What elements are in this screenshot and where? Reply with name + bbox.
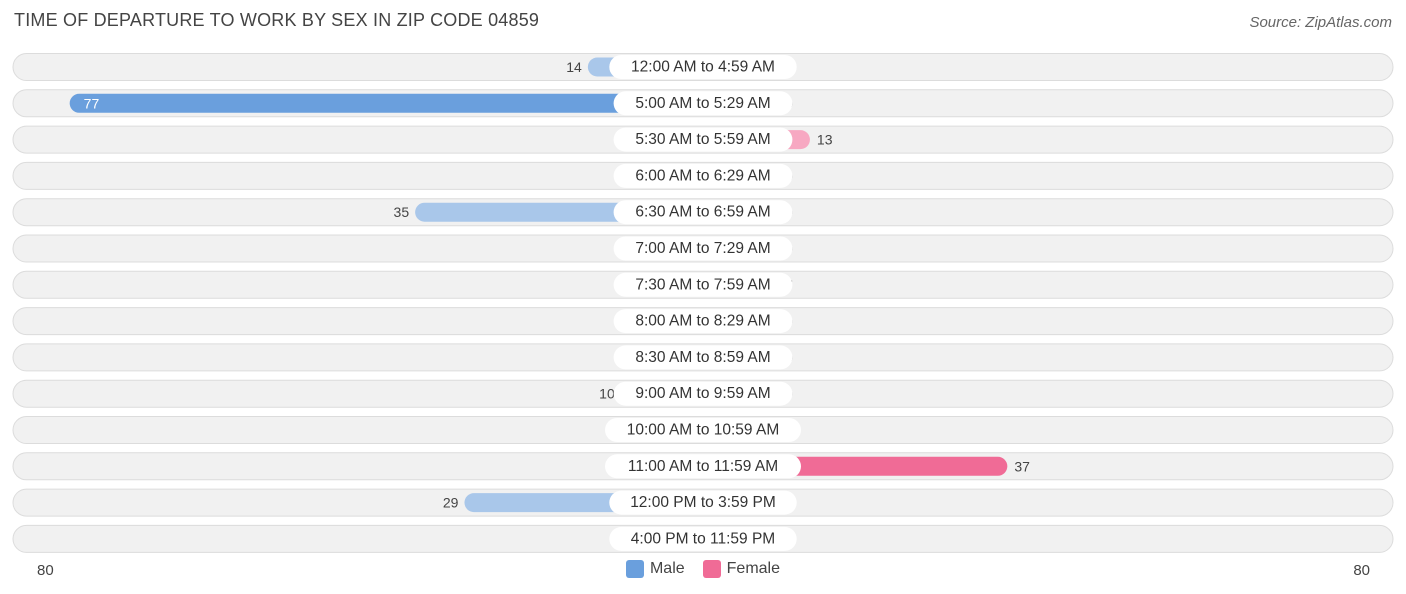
category-label-pill bbox=[613, 345, 793, 370]
chart-title: TIME OF DEPARTURE TO WORK BY SEX IN ZIP … bbox=[14, 10, 540, 30]
category-label: 8:30 AM to 8:59 AM bbox=[635, 349, 770, 366]
legend-item-female: Female bbox=[702, 560, 781, 578]
female-value-label: 13 bbox=[817, 132, 833, 148]
axis-left-label: 80 bbox=[37, 562, 54, 579]
category-label-pill bbox=[613, 236, 793, 261]
category-label-pill bbox=[605, 454, 801, 479]
legend-swatch-female bbox=[702, 560, 721, 578]
category-label: 9:00 AM to 9:59 AM bbox=[635, 385, 770, 402]
category-label: 6:30 AM to 6:59 AM bbox=[635, 204, 770, 221]
axis-right-label: 80 bbox=[1353, 562, 1370, 579]
male-value-label: 14 bbox=[566, 59, 582, 75]
category-label: 5:00 AM to 5:29 AM bbox=[635, 95, 770, 112]
legend-item-male: Male bbox=[625, 560, 685, 578]
category-label-pill bbox=[609, 526, 797, 551]
category-label-pill bbox=[613, 200, 793, 225]
category-label-pill bbox=[605, 418, 801, 442]
category-label-pill bbox=[613, 127, 793, 152]
source-label: Source: ZipAtlas.com bbox=[1249, 14, 1392, 31]
category-label-pill bbox=[613, 163, 793, 188]
category-label: 12:00 PM to 3:59 PM bbox=[630, 494, 776, 511]
category-label: 10:00 AM to 10:59 AM bbox=[627, 422, 780, 439]
category-label: 5:30 AM to 5:59 AM bbox=[635, 131, 770, 148]
category-label: 7:30 AM to 7:59 AM bbox=[635, 276, 770, 293]
category-label: 8:00 AM to 8:29 AM bbox=[635, 313, 770, 330]
female-value-label: 37 bbox=[1014, 458, 1030, 474]
male-value-label: 29 bbox=[443, 495, 459, 511]
category-label-pill bbox=[613, 309, 793, 334]
male-bar bbox=[69, 93, 704, 113]
male-value-label: 77 bbox=[84, 95, 100, 111]
category-label-pill bbox=[609, 55, 797, 79]
category-label: 4:00 PM to 11:59 PM bbox=[631, 530, 775, 547]
category-label: 6:00 AM to 6:29 AM bbox=[635, 167, 770, 184]
legend: Male Female bbox=[0, 560, 1406, 578]
category-label: 11:00 AM to 11:59 AM bbox=[628, 458, 778, 475]
legend-swatch-male bbox=[625, 560, 644, 578]
category-label-pill bbox=[613, 272, 793, 297]
category-label-pill bbox=[613, 91, 793, 116]
legend-label-female: Female bbox=[726, 560, 781, 577]
legend-label-male: Male bbox=[649, 560, 685, 577]
category-label-pill bbox=[613, 381, 793, 406]
category-label: 7:00 AM to 7:29 AM bbox=[635, 240, 770, 257]
male-value-label: 35 bbox=[394, 204, 410, 220]
male-value-label: 10 bbox=[599, 386, 615, 402]
category-label: 12:00 AM to 4:59 AM bbox=[631, 59, 775, 76]
category-label-pill bbox=[609, 490, 797, 515]
